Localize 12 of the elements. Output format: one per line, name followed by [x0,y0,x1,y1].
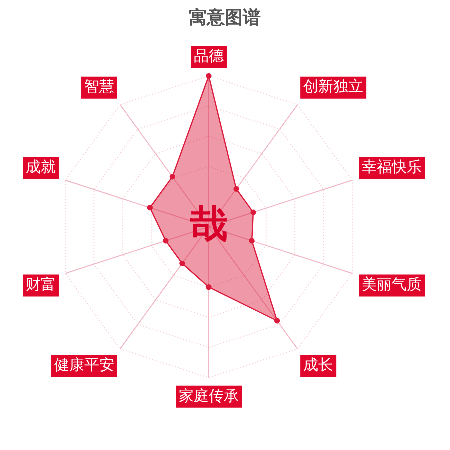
spoke-label: 幸福快乐 [362,158,422,176]
text: 哉 [190,202,228,246]
spoke-label: 创新独立 [304,78,364,96]
spoke-label: 智慧 [84,78,114,96]
spoke-label: 家庭传承 [179,386,239,405]
chart-title: 寓意图谱 [189,7,261,28]
spoke-label: 健康平安 [54,356,114,374]
spoke-label: 财富 [26,276,56,294]
spoke-label: 成长 [304,356,334,374]
spoke-label: 美丽气质 [362,276,422,294]
spoke-label: 品德 [194,47,224,66]
spoke-label: 成就 [26,158,56,176]
